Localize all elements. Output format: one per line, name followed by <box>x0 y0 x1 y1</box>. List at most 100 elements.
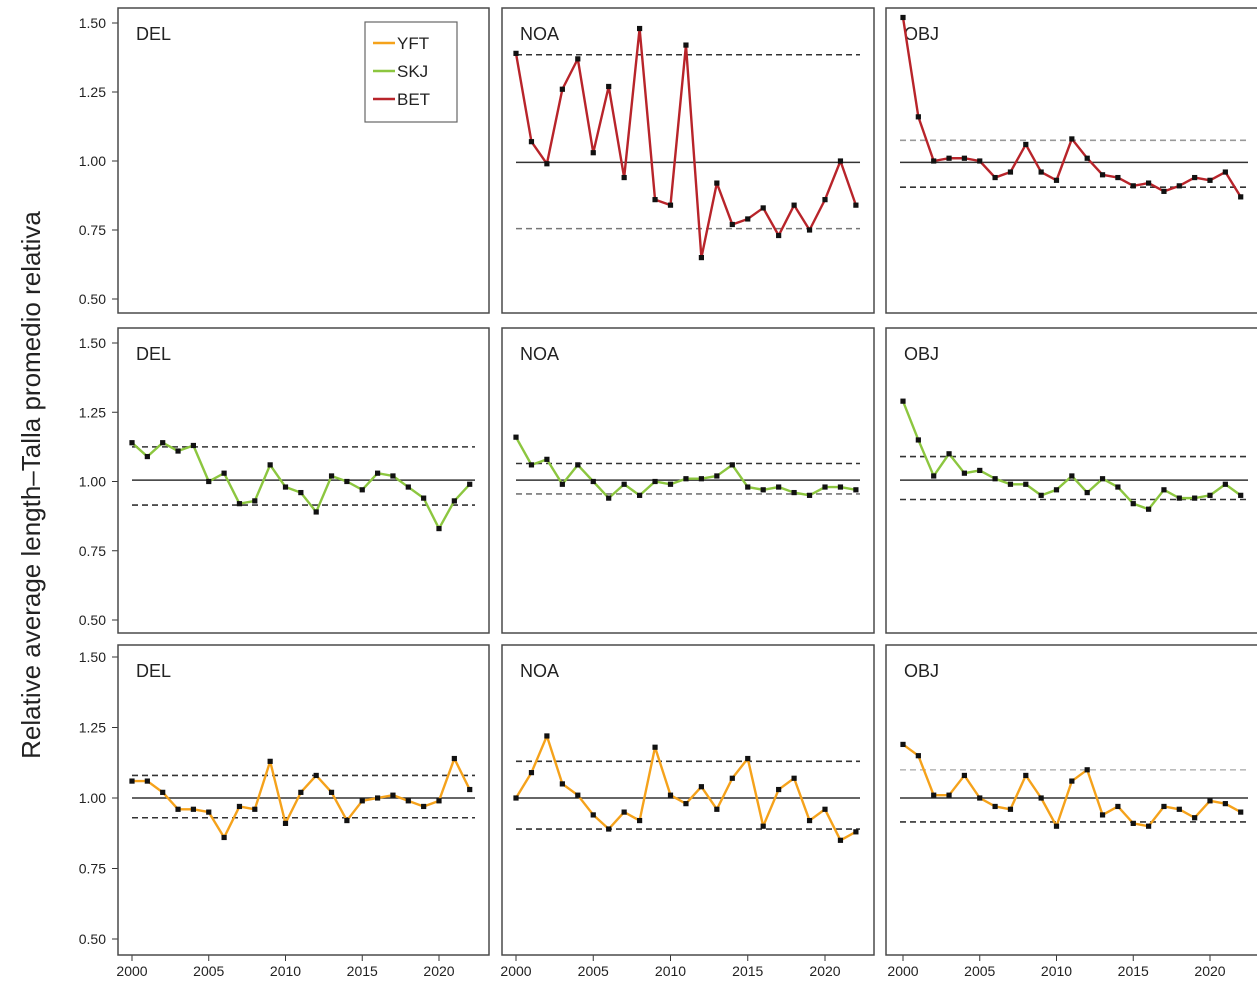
panel-frame <box>501 644 875 956</box>
panel-frame <box>885 327 1257 634</box>
data-point <box>776 232 782 239</box>
data-point <box>652 744 658 750</box>
data-point <box>1007 169 1014 175</box>
data-point <box>915 114 921 120</box>
data-point <box>1038 795 1044 801</box>
data-point <box>175 806 181 812</box>
x-tick-label: 2005 <box>193 963 224 979</box>
data-point <box>528 770 535 776</box>
data-point <box>359 798 365 804</box>
data-point <box>1222 481 1228 487</box>
data-point <box>467 481 473 487</box>
data-point <box>1115 174 1121 181</box>
data-point <box>1222 169 1228 175</box>
data-point <box>791 202 797 208</box>
data-point <box>1130 501 1136 507</box>
series-line-skj <box>514 436 857 500</box>
data-point <box>282 820 289 826</box>
panel-label: OBJ <box>904 24 939 44</box>
data-point <box>961 470 967 476</box>
data-point <box>667 202 674 208</box>
data-point <box>590 812 596 818</box>
panel-frame <box>501 327 875 634</box>
data-point <box>252 806 258 812</box>
data-point <box>652 197 658 203</box>
data-point <box>1023 481 1029 487</box>
data-point <box>961 155 967 161</box>
data-point <box>1192 174 1198 181</box>
data-point <box>328 789 335 795</box>
panel-label: OBJ <box>904 661 939 681</box>
data-point <box>144 778 150 784</box>
data-point <box>714 806 720 812</box>
data-point <box>776 484 782 490</box>
data-point <box>575 462 581 468</box>
x-tick-label: 2010 <box>1041 963 1072 979</box>
data-point <box>1038 169 1044 175</box>
data-point <box>375 470 381 476</box>
data-point <box>1053 177 1060 183</box>
data-point <box>1176 183 1182 189</box>
data-point <box>621 809 627 815</box>
data-point <box>714 473 720 479</box>
data-point <box>590 478 596 485</box>
data-point <box>544 456 550 462</box>
data-point <box>1192 815 1198 821</box>
series-line-skj <box>131 441 471 530</box>
data-point <box>190 442 196 449</box>
data-point <box>375 795 381 801</box>
data-point <box>946 155 952 161</box>
y-axis-label: Relative average length–Talla promedio r… <box>16 211 46 759</box>
data-point <box>513 795 519 801</box>
data-point <box>405 798 411 804</box>
data-point <box>1176 806 1182 812</box>
data-point <box>961 772 967 779</box>
y-tick-label: 1.00 <box>79 153 106 169</box>
data-point <box>267 758 273 764</box>
data-point <box>900 398 906 404</box>
y-tick-label: 0.50 <box>79 291 106 307</box>
panel-frame <box>501 7 875 314</box>
data-point <box>513 50 519 56</box>
series-line-yft <box>514 734 857 842</box>
data-point <box>977 467 983 474</box>
data-point <box>267 462 273 468</box>
data-point <box>931 792 937 798</box>
data-point <box>1115 484 1121 490</box>
data-point <box>621 174 627 181</box>
data-point <box>667 792 674 798</box>
panel-label: NOA <box>520 24 559 44</box>
data-point <box>1007 481 1014 487</box>
panel-frame <box>117 327 490 634</box>
data-point <box>206 478 212 485</box>
data-point <box>606 826 612 832</box>
data-point <box>1084 767 1090 773</box>
data-point <box>344 478 350 485</box>
data-point <box>528 139 535 145</box>
x-tick-label: 2020 <box>423 963 454 979</box>
data-point <box>915 437 921 443</box>
data-point <box>390 792 396 798</box>
data-point <box>1023 772 1029 779</box>
data-point <box>637 492 643 498</box>
x-tick-label: 2005 <box>578 963 609 979</box>
data-point <box>282 484 289 490</box>
series-line-bet <box>901 17 1242 198</box>
y-tick-label: 0.75 <box>79 222 106 238</box>
data-point <box>1069 473 1075 479</box>
x-tick-label: 2000 <box>116 963 147 979</box>
data-point <box>575 792 581 798</box>
data-point <box>1069 778 1075 784</box>
series-line-bet <box>514 27 858 259</box>
data-point <box>1069 136 1075 142</box>
data-point <box>1238 492 1244 498</box>
data-point <box>837 837 844 843</box>
data-point <box>313 772 319 779</box>
data-point <box>683 801 689 807</box>
y-tick-label: 0.75 <box>79 543 106 559</box>
data-point <box>190 806 196 812</box>
panel-frame <box>885 7 1257 314</box>
data-point <box>344 817 350 824</box>
data-point <box>1161 487 1167 493</box>
panel-frame <box>117 644 490 956</box>
